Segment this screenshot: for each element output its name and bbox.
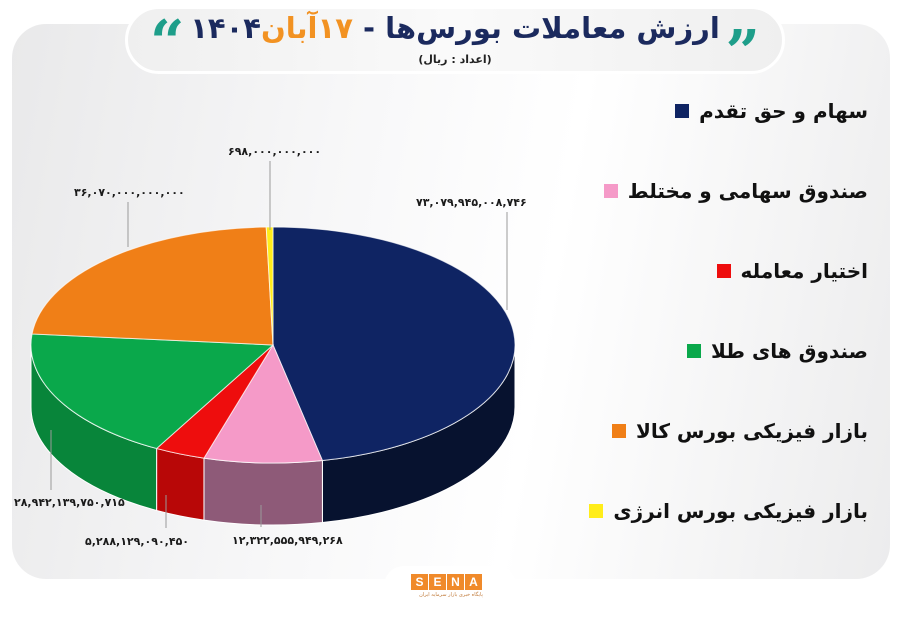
legend-label: صندوق سهامی و مختلط [627, 179, 868, 203]
title-text: ارزش معاملات بورس‌ها - [352, 11, 720, 45]
legend-label: سهام و حق تقدم [699, 99, 868, 123]
legend-item-options: اختیار معامله [598, 256, 868, 286]
legend-item-gold-funds: صندوق های طلا [598, 336, 868, 366]
title-banner: ارزش معاملات بورس‌ها - ۱۷آبان۱۴۰۴ (اعداد… [125, 6, 785, 83]
pie-slice-side [203, 457, 323, 526]
value-label-gold-funds: ۲۸,۹۴۲,۱۳۹,۷۵۰,۷۱۵ [14, 496, 125, 509]
legend-swatch-yellow [589, 504, 604, 518]
logo-tagline: پایگاه خبری بازار سرمایه ایران [419, 592, 483, 598]
pie-slice [203, 343, 324, 464]
legend-label: بازار فیزیکی بورس انرژی [613, 499, 868, 523]
pie-slice [30, 333, 275, 450]
unit-subtitle: (اعداد : ریال) [418, 53, 492, 66]
title-date: ۱۷آبان [261, 11, 353, 45]
sena-logo: S E N A [411, 574, 483, 590]
legend-swatch-orange [611, 424, 626, 438]
page-title: ارزش معاملات بورس‌ها - ۱۷آبان۱۴۰۴ [128, 11, 782, 45]
leader-lines [50, 161, 508, 528]
logo-letter: S [411, 574, 428, 590]
legend-item-energy: بازار فیزیکی بورس انرژی [589, 496, 868, 526]
value-label-stocks: ۷۳,۰۷۹,۹۴۵,۰۰۸,۷۴۶ [416, 196, 527, 209]
pie-top [30, 226, 516, 464]
footer-logo-badge: S E N A پایگاه خبری بازار سرمایه ایران [384, 566, 516, 606]
value-label-equity-funds: ۱۲,۳۲۲,۵۵۵,۹۴۹,۲۶۸ [232, 534, 343, 547]
legend-swatch-red [716, 264, 731, 278]
legend-label: صندوق های طلا [710, 339, 868, 363]
value-label-energy: ۶۹۸,۰۰۰,۰۰۰,۰۰۰ [228, 145, 322, 158]
legend-label: اختیار معامله [740, 259, 868, 283]
legend-item-stocks: سهام و حق تقدم [598, 96, 868, 126]
title-year: ۱۴۰۴ [190, 11, 262, 45]
logo-letter: E [429, 574, 446, 590]
pie-slice [31, 226, 274, 346]
legend-swatch-pink [603, 184, 618, 198]
logo-letter: A [465, 574, 482, 590]
logo-letter: N [447, 574, 464, 590]
value-label-commodity: ۳۶,۰۷۰,۰۰۰,۰۰۰,۰۰۰ [74, 186, 185, 199]
pie-slice-side [156, 447, 205, 521]
pie-sides [30, 344, 516, 526]
legend-item-equity-funds: صندوق سهامی و مختلط [598, 176, 868, 206]
legend-label: بازار فیزیکی بورس کالا [635, 419, 868, 443]
pie-slice [272, 226, 516, 462]
value-label-options: ۵,۲۸۸,۱۲۹,۰۹۰,۴۵۰ [85, 535, 189, 548]
legend-swatch-navy [675, 104, 690, 118]
legend-item-commodity: بازار فیزیکی بورس کالا [598, 416, 868, 446]
legend-swatch-green [686, 344, 701, 358]
open-quote-icon: “ [150, 8, 185, 78]
close-quote-icon: ” [725, 18, 760, 88]
